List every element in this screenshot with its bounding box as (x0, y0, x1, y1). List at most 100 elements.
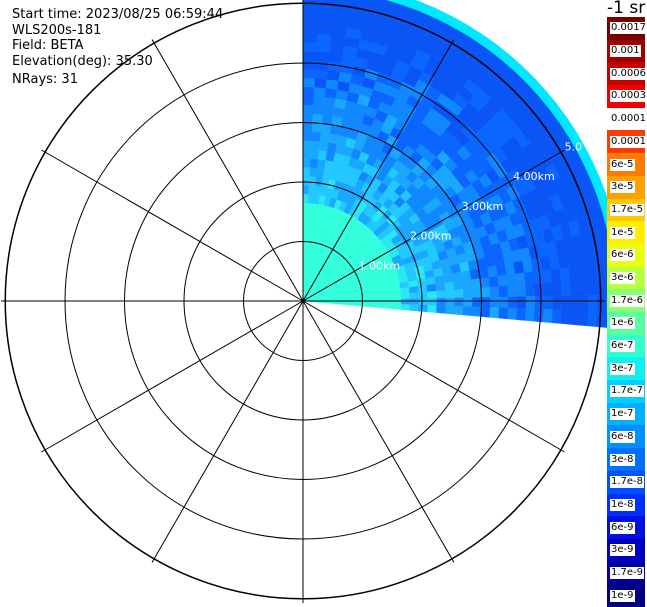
sector-gate (597, 294, 607, 312)
sector-gate (367, 0, 386, 9)
sector-gate (351, 0, 369, 5)
nrays-text: NRays: 31 (12, 72, 78, 87)
sector-gate (453, 305, 464, 316)
sector-gate (453, 280, 464, 291)
colorbar-label: 1.7e-7 (610, 385, 645, 398)
colorbar-label: 6e-9 (610, 521, 635, 534)
sector-gate (497, 274, 508, 287)
sector-gate (550, 268, 562, 283)
sector-gate (498, 285, 509, 298)
sector-gate (525, 283, 536, 297)
sector-gate (385, 0, 404, 5)
sector-gate (524, 271, 535, 285)
sector-gate (391, 288, 402, 295)
colorbar-label: 1e-7 (610, 408, 635, 421)
sector-gate (507, 285, 518, 298)
start-time-text: Start time: 2023/08/25 06:59:44 (12, 7, 224, 22)
sector-gate (400, 287, 411, 295)
sector-gate (365, 295, 375, 300)
sector-gate (325, 78, 339, 90)
sector-gate (454, 297, 464, 307)
sector-gate (312, 104, 325, 115)
range-ring-label: 5.0 (565, 140, 583, 153)
colorbar-label: 3e-8 (610, 453, 635, 466)
sector-gate (498, 307, 509, 320)
sector-gate (302, 33, 318, 43)
sector-gate (320, 301, 330, 304)
sector-gate (382, 294, 393, 300)
sector-gate (525, 308, 536, 322)
field-text: Field: BETA (12, 38, 84, 53)
colorbar-label: 3e-6 (610, 271, 635, 284)
sector-gate (586, 263, 597, 281)
sector-gate (516, 308, 527, 321)
colorbar-label: 3e-5 (610, 181, 635, 194)
sector-gate (445, 289, 455, 299)
sector-gate (302, 166, 311, 177)
sector-gate (311, 122, 323, 133)
sector-gate (560, 309, 571, 325)
colorbar-label: 1.7e-6 (610, 294, 645, 307)
sector-gate (418, 304, 429, 313)
sector-gate (302, 6, 319, 17)
sector-gate (323, 96, 337, 108)
sector-gate (302, 15, 319, 25)
sector-gate (302, 122, 313, 132)
sector-gate (471, 287, 482, 298)
sector-gate (418, 298, 429, 306)
sector-gate (480, 306, 491, 318)
sector-gate (374, 299, 384, 304)
sector-gate (391, 298, 402, 305)
sector-gate (339, 0, 352, 2)
sector-gate (311, 131, 322, 142)
sector-gate (365, 299, 375, 304)
sector-gate (302, 95, 315, 106)
azimuth-spoke (302, 39, 455, 302)
range-ring-label: 1.00km (359, 259, 401, 272)
sector-gate (577, 264, 589, 281)
sector-gate (427, 290, 438, 299)
azimuth-spoke (151, 39, 304, 302)
sector-gate (319, 132, 331, 143)
colorbar-label: 3e-9 (610, 544, 635, 557)
sector-gate (435, 282, 446, 292)
colorbar-label: 1.7e-8 (610, 476, 645, 489)
colorbar-label: 6e-7 (610, 340, 635, 353)
sector-gate (409, 292, 420, 300)
sector-gate (436, 297, 446, 307)
sector-gate (551, 309, 562, 324)
sector-gate (596, 278, 607, 296)
sector-gate (462, 279, 473, 290)
sector-gate (489, 307, 500, 319)
sector-gate (454, 289, 464, 299)
sector-gate (313, 95, 326, 106)
polar-grid (1, 0, 605, 603)
sector-gate (516, 284, 527, 297)
sector-gate (302, 184, 310, 195)
sector-gate (587, 279, 598, 296)
sector-gate (533, 308, 545, 323)
sector-gate (490, 296, 500, 308)
sector-gate (338, 301, 348, 306)
sector-gate (391, 293, 402, 300)
sector-gate (316, 33, 332, 44)
sector-gate (559, 266, 571, 283)
sector-gate (452, 271, 463, 283)
sector-gate (532, 270, 544, 285)
colorbar-label: 0.001 (610, 45, 641, 58)
sector-gate (365, 302, 375, 308)
sector-gate (488, 275, 500, 288)
sector-gate (427, 298, 438, 306)
sector-gate (444, 281, 455, 291)
sector-gate (434, 275, 445, 285)
sector-gate (487, 265, 499, 278)
sector-gate (302, 211, 308, 221)
sector-gate (587, 310, 598, 327)
sector-gate (588, 294, 598, 312)
sector-gate (489, 286, 500, 298)
sector-gate (329, 301, 339, 305)
sector-gate (409, 298, 420, 306)
sector-gate (507, 296, 518, 309)
azimuth-spoke (41, 300, 304, 453)
sector-gate (534, 296, 545, 310)
